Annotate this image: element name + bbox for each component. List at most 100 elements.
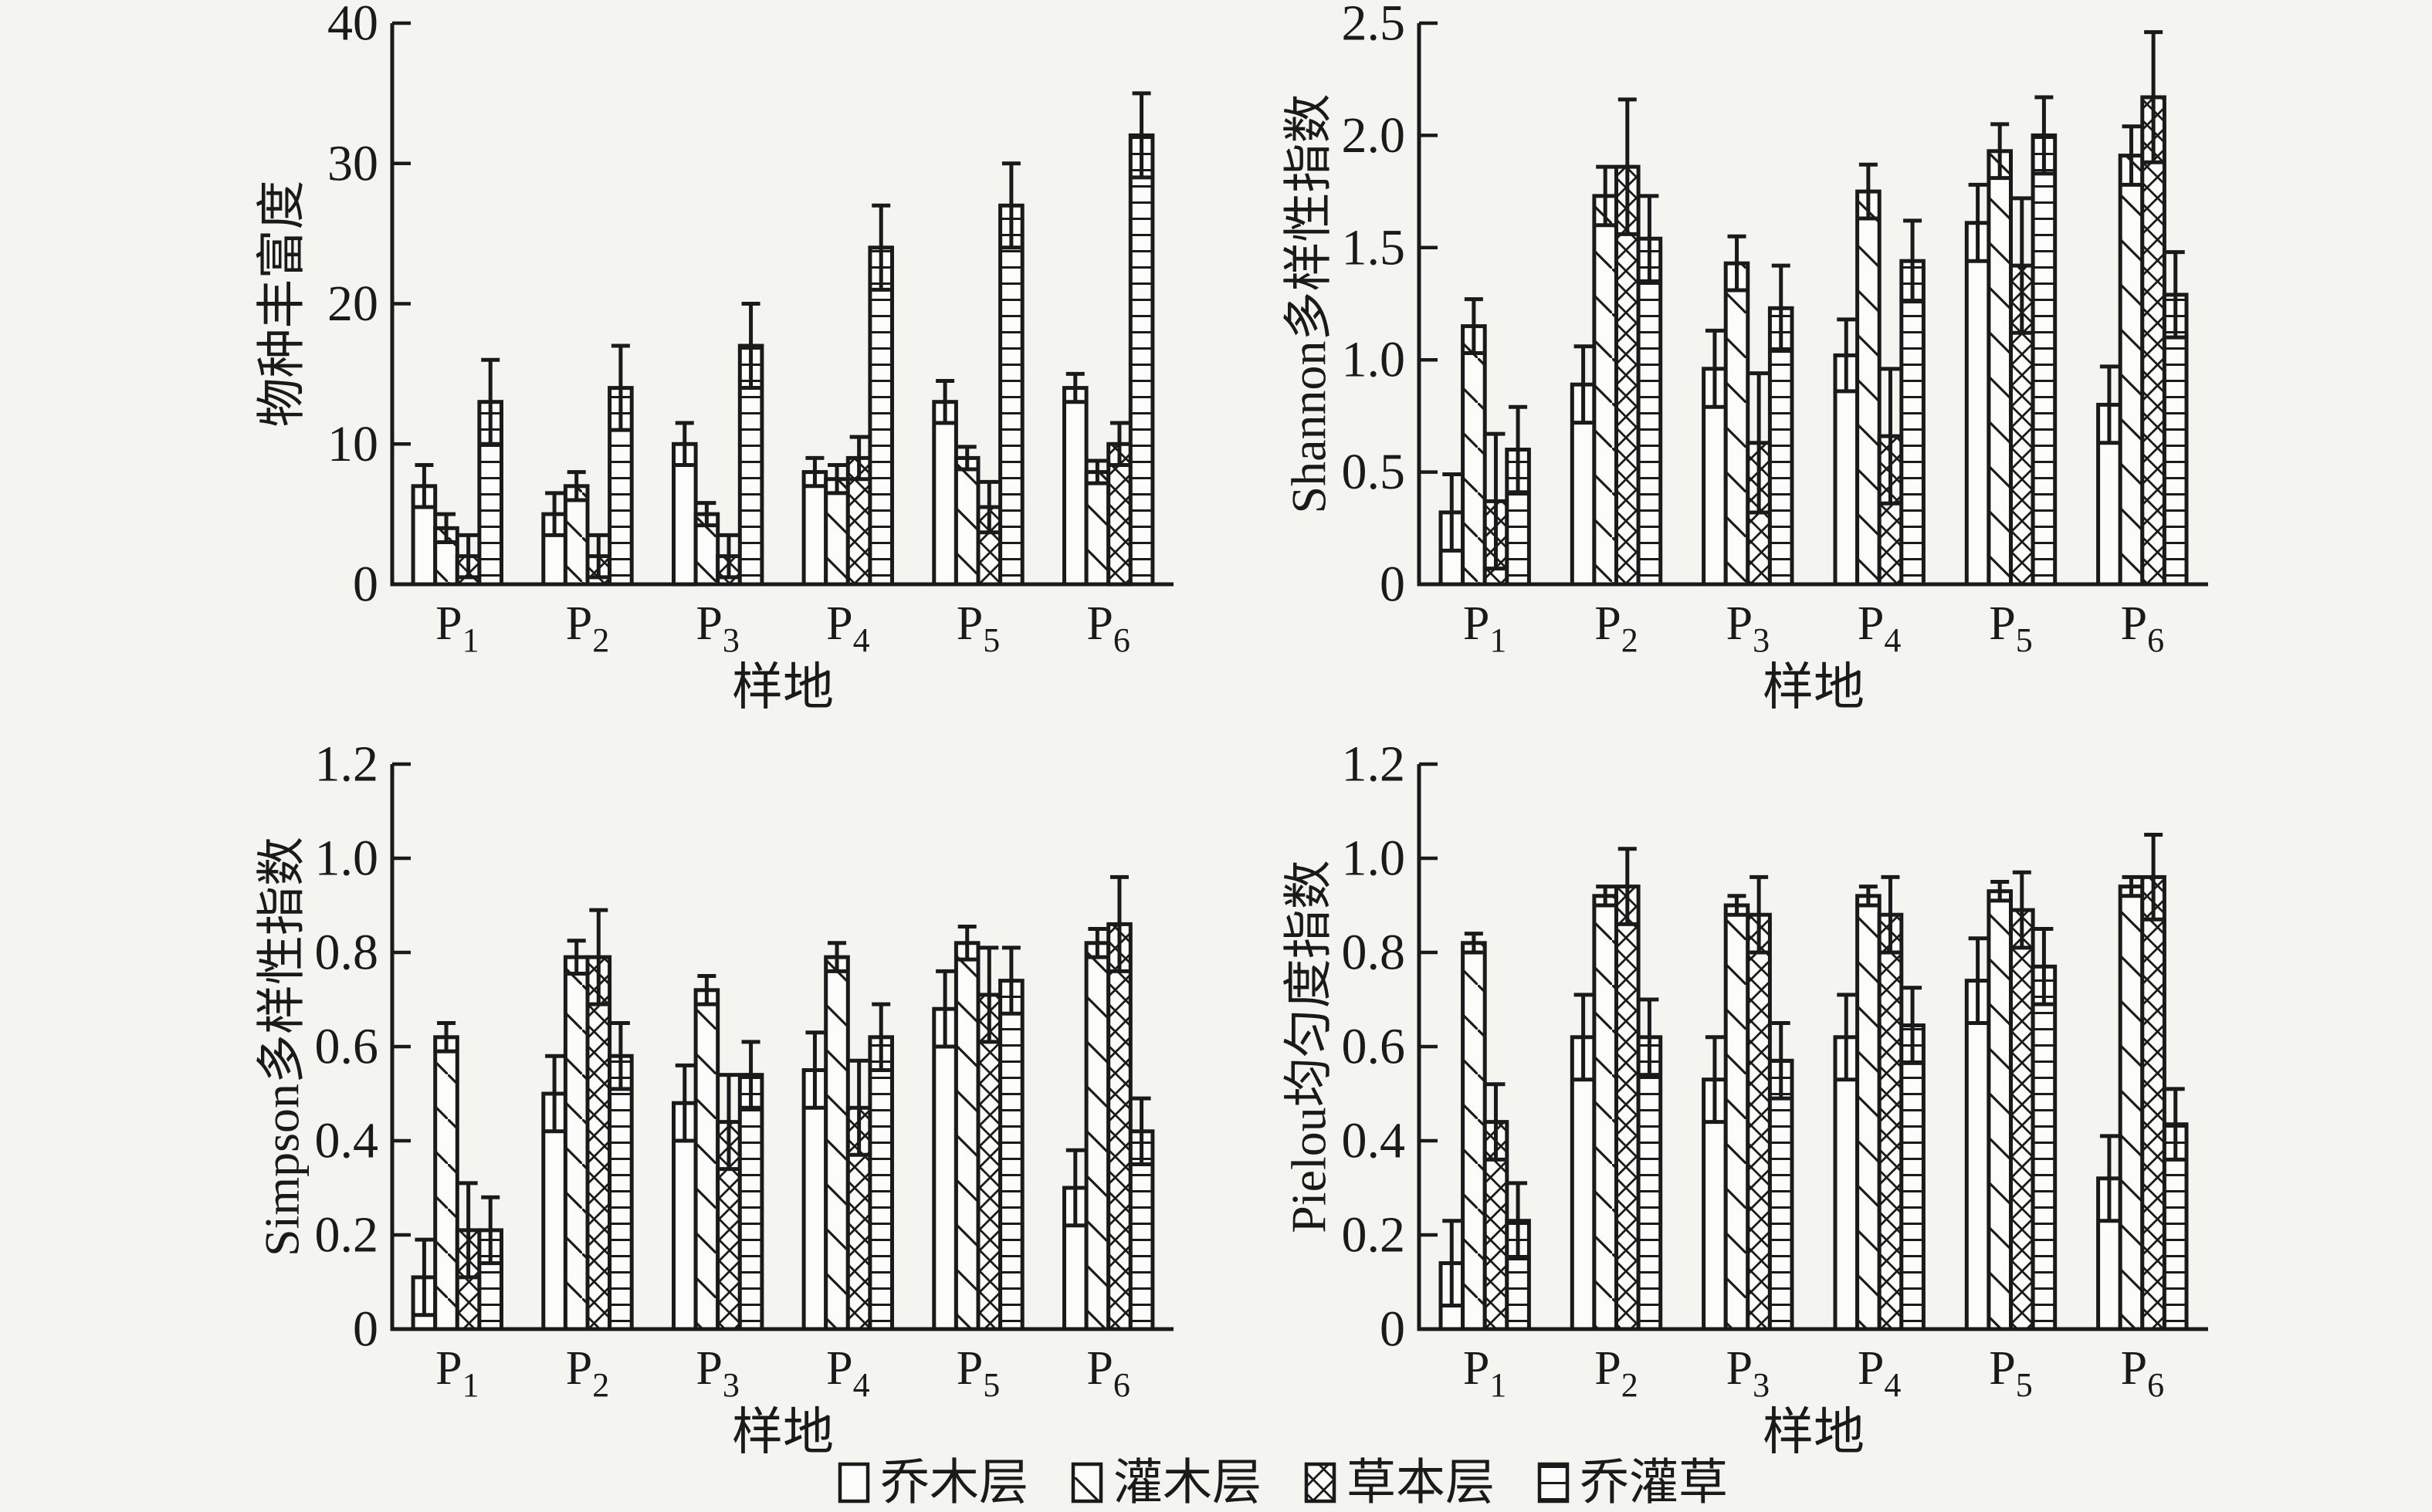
y-axis-label: Pielou均匀度指数 <box>1282 860 1336 1233</box>
axes-spines <box>390 23 1174 587</box>
bar-shrub-layer-P4 <box>1855 894 1882 1331</box>
bar-shrub-layer-P3 <box>1723 261 1750 587</box>
bar-herb-layer-P2 <box>585 955 612 1331</box>
legend-label-shrub-layer: 灌木层 <box>1113 1456 1262 1510</box>
error-bar-tree-shrub-herb-P2 <box>1640 997 1659 1077</box>
y-tick-label: 0.8 <box>315 925 379 981</box>
error-bar-herb-layer-P2 <box>589 533 608 580</box>
bar-tree-shrub-herb-P4 <box>1899 1023 1926 1331</box>
error-bar-herb-layer-P4 <box>1881 367 1900 506</box>
bar-shrub-layer-P2 <box>1592 894 1618 1331</box>
error-bar-tree-shrub-herb-P1 <box>1509 404 1528 495</box>
x-tick-label-P1: P1 <box>1463 597 1506 659</box>
y-tick-label: 2.5 <box>1342 0 1406 52</box>
error-bar-tree-layer-P4 <box>805 455 825 489</box>
bar-tree-shrub-herb-P5 <box>998 203 1025 587</box>
bar-tree-shrub-herb-P4 <box>868 245 895 587</box>
y-tick-label: 0.6 <box>1342 1019 1406 1075</box>
bar-shrub-layer-P2 <box>563 484 590 587</box>
y-axis-label: Simpson多样性指数 <box>255 837 310 1257</box>
error-bar-shrub-layer-P4 <box>828 941 847 973</box>
x-tick-label-P6: P6 <box>2121 1342 2164 1404</box>
x-tick-label-P5: P5 <box>957 597 1000 659</box>
chart-shannon-diversity: 0 0.5 1.0 1.5 2.0 2.5 P1 P2 P3 P4 P5 P6 样地 Shannon多样性… <box>1282 0 2208 716</box>
error-bar-shrub-layer-P2 <box>567 470 586 502</box>
error-bar-herb-layer-P6 <box>2144 833 2163 922</box>
bar-herb-layer-P6 <box>1106 922 1133 1331</box>
y-tick-label: 0.6 <box>315 1019 379 1075</box>
error-bar-shrub-layer-P5 <box>1990 122 2010 181</box>
y-tick-label: 1.2 <box>315 736 379 793</box>
error-bar-herb-layer-P1 <box>459 1181 478 1280</box>
x-tick-label-P4: P4 <box>1858 597 1901 659</box>
bar-shrub-layer-P2 <box>563 955 590 1331</box>
error-bar-shrub-layer-P6 <box>1088 927 1107 959</box>
error-bar-herb-layer-P3 <box>1749 874 1769 955</box>
error-bar-tree-shrub-herb-P2 <box>611 1021 630 1091</box>
x-tick-label-P3: P3 <box>696 1342 739 1404</box>
y-tick-label: 1.0 <box>315 830 379 887</box>
chart-simpson-diversity: 0 0.2 0.4 0.6 0.8 1.0 1.2 P1 P2 P3 P4 P5 P6 样地 Simpson… <box>255 736 1174 1461</box>
x-tick-label-P4: P4 <box>826 597 869 659</box>
bar-herb-layer-P5 <box>976 993 1003 1331</box>
bar-shrub-layer-P5 <box>1987 889 2013 1331</box>
x-tick-label-P2: P2 <box>566 597 609 659</box>
x-tick-label-P6: P6 <box>1086 1342 1130 1404</box>
bar-tree-layer-P4 <box>801 470 828 587</box>
y-tick-label: 1.2 <box>1342 736 1406 793</box>
legend: 乔木层 灌木层 草本层 乔灌草 <box>838 1456 1728 1510</box>
legend-label-herb-layer: 草本层 <box>1346 1456 1495 1510</box>
y-tick-label: 0.2 <box>315 1207 379 1263</box>
error-bar-tree-shrub-herb-P4 <box>1903 986 1922 1065</box>
bar-shrub-layer-P3 <box>1723 903 1750 1331</box>
error-bar-shrub-layer-P3 <box>697 501 716 528</box>
bar-herb-layer-P2 <box>1614 885 1641 1331</box>
x-tick-label-P1: P1 <box>435 1342 479 1404</box>
error-bar-herb-layer-P5 <box>980 479 999 535</box>
bar-tree-layer-P5 <box>1964 979 1991 1331</box>
error-bar-shrub-layer-P3 <box>697 974 716 1006</box>
error-bar-tree-layer-P3 <box>675 421 694 468</box>
x-tick-label-P4: P4 <box>826 1342 869 1404</box>
bar-shrub-layer-P5 <box>1987 149 2013 587</box>
error-bar-shrub-layer-P1 <box>1464 297 1483 355</box>
bar-shrub-layer-P2 <box>1592 194 1618 587</box>
error-bar-tree-layer-P2 <box>1573 344 1593 425</box>
x-tick-label-P5: P5 <box>957 1342 1000 1404</box>
legend-label-tree-shrub-herb: 乔灌草 <box>1580 1456 1728 1510</box>
x-tick-label-P3: P3 <box>696 597 739 659</box>
error-bar-shrub-layer-P5 <box>957 924 977 962</box>
y-tick-label: 0.8 <box>1342 925 1406 981</box>
error-bar-tree-layer-P1 <box>1442 472 1462 553</box>
chart-species-richness: 0 10 20 30 40 P1 P2 P3 P4 P5 P6 样地 物种丰富度 <box>255 0 1174 716</box>
error-bar-herb-layer-P3 <box>719 1073 738 1172</box>
y-tick-label: 20 <box>327 276 378 332</box>
x-tick-label-P5: P5 <box>1989 1342 2032 1404</box>
y-tick-label: 0.5 <box>1342 444 1406 500</box>
bar-tree-layer-P5 <box>1964 221 1991 587</box>
error-bar-tree-layer-P4 <box>1837 993 1856 1082</box>
error-bar-tree-layer-P2 <box>545 491 564 537</box>
error-bar-herb-layer-P1 <box>459 533 478 580</box>
error-bar-shrub-layer-P4 <box>828 463 847 496</box>
error-bar-herb-layer-P3 <box>719 533 738 580</box>
y-axis-label: Shannon多样性指数 <box>1282 94 1336 514</box>
error-bar-shrub-layer-P3 <box>1727 894 1746 917</box>
error-bar-tree-layer-P5 <box>1968 936 1987 1025</box>
axes-spines <box>390 764 1174 1331</box>
bar-shrub-layer-P1 <box>1461 324 1487 587</box>
error-bar-tree-shrub-herb-P2 <box>1640 194 1659 283</box>
error-bar-tree-shrub-herb-P6 <box>2166 1087 2185 1162</box>
error-bar-tree-shrub-herb-P6 <box>1132 91 1151 180</box>
y-tick-label: 1.0 <box>1342 332 1406 388</box>
x-axis-label: 样地 <box>1763 1405 1865 1461</box>
axes-spines <box>1417 23 2208 587</box>
bar-shrub-layer-P6 <box>1084 470 1111 587</box>
bar-tree-shrub-herb-P2 <box>1636 1035 1663 1331</box>
error-bar-tree-shrub-herb-P1 <box>481 1195 500 1266</box>
error-bar-tree-layer-P3 <box>1705 328 1724 409</box>
bar-shrub-layer-P5 <box>953 941 981 1331</box>
error-bar-shrub-layer-P4 <box>1858 885 1878 908</box>
bar-tree-shrub-herb-P3 <box>737 1073 764 1331</box>
y-tick-label: 0 <box>353 556 378 613</box>
